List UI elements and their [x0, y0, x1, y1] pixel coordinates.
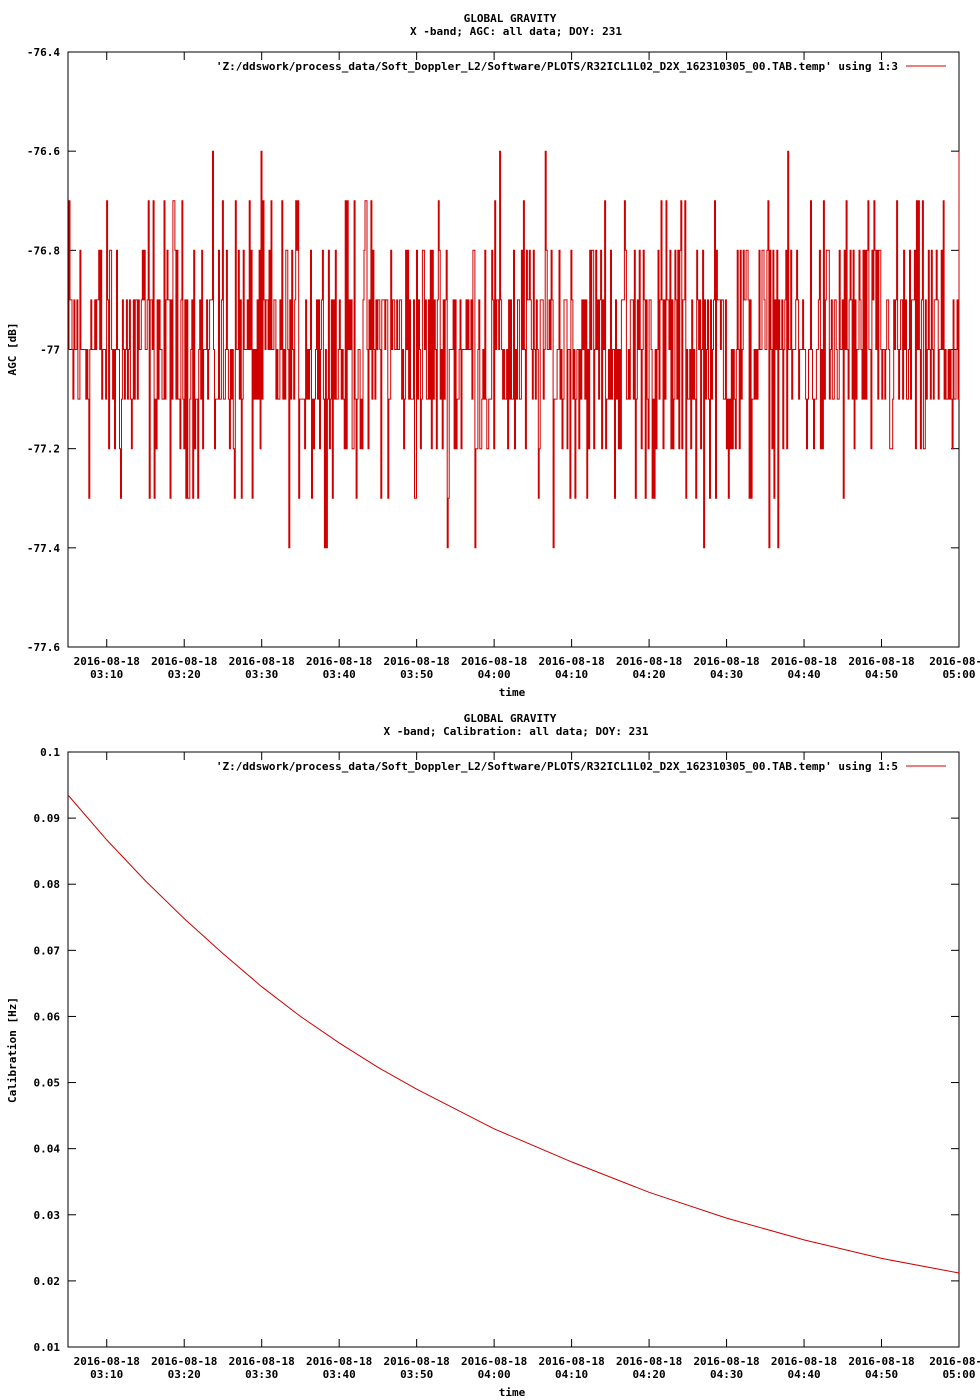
- calibration-x-tick-time: 03:30: [245, 1368, 278, 1381]
- calibration-y-tick-label: 0.09: [34, 812, 61, 825]
- agc-x-tick-time: 03:30: [245, 668, 278, 681]
- calibration-x-tick-date: 2016-08-18: [616, 1355, 682, 1368]
- calibration-y-tick-label: 0.01: [34, 1341, 61, 1354]
- agc-x-tick-date: 2016-08-18: [848, 655, 914, 668]
- agc-y-tick-label: -76.8: [27, 244, 60, 257]
- agc-x-tick-time: 04:10: [555, 668, 588, 681]
- agc-x-tick-time: 04:30: [710, 668, 743, 681]
- agc-x-axis-label: time: [499, 686, 526, 699]
- agc-x-tick-time: 04:40: [787, 668, 820, 681]
- agc-x-tick-date: 2016-08-18: [693, 655, 759, 668]
- agc-chart-title: GLOBAL GRAVITY: [464, 12, 557, 25]
- calibration-x-tick-time: 04:20: [633, 1368, 666, 1381]
- calibration-chart: GLOBAL GRAVITY X -band; Calibration: all…: [6, 712, 980, 1399]
- calibration-y-axis-label: Calibration [Hz]: [6, 997, 19, 1103]
- calibration-x-tick-time: 03:50: [400, 1368, 433, 1381]
- agc-y-tick-label: -76.6: [27, 145, 60, 158]
- calibration-x-tick-time: 04:10: [555, 1368, 588, 1381]
- calibration-x-tick-date: 2016-08-18: [538, 1355, 604, 1368]
- agc-x-tick-date: 2016-08-18: [74, 655, 140, 668]
- calibration-x-tick-time: 03:40: [323, 1368, 356, 1381]
- calibration-x-tick-date: 2016-08-18: [229, 1355, 295, 1368]
- agc-x-tick-time: 05:00: [942, 668, 975, 681]
- agc-x-tick-time: 04:00: [478, 668, 511, 681]
- agc-x-tick-date: 2016-08-18: [771, 655, 837, 668]
- calibration-legend-label: 'Z:/ddswork/process_data/Soft_Doppler_L2…: [216, 760, 898, 773]
- agc-x-tick-date: 2016-08-18: [538, 655, 604, 668]
- calibration-x-tick-date: 2016-08-18: [74, 1355, 140, 1368]
- agc-x-tick-time: 03:50: [400, 668, 433, 681]
- calibration-y-tick-label: 0.06: [34, 1010, 61, 1023]
- calibration-x-tick-date: 2016-08-18: [693, 1355, 759, 1368]
- calibration-y-tick-label: 0.04: [34, 1143, 61, 1156]
- calibration-y-tick-label: 0.02: [34, 1275, 61, 1288]
- agc-y-tick-label: -77.2: [27, 443, 60, 456]
- calibration-x-tick-time: 03:10: [90, 1368, 123, 1381]
- agc-x-tick-time: 03:20: [168, 668, 201, 681]
- calibration-y-tick-label: 0.1: [40, 746, 60, 759]
- calibration-x-tick-time: 05:00: [942, 1368, 975, 1381]
- agc-chart: GLOBAL GRAVITY X -band; AGC: all data; D…: [6, 12, 980, 699]
- agc-x-tick-time: 04:50: [865, 668, 898, 681]
- calibration-x-tick-time: 04:30: [710, 1368, 743, 1381]
- agc-x-tick-date: 2016-08-18: [616, 655, 682, 668]
- calibration-y-tick-label: 0.05: [34, 1077, 61, 1090]
- agc-series-line: [68, 150, 960, 549]
- agc-x-tick-time: 03:40: [323, 668, 356, 681]
- agc-y-tick-label: -77.4: [27, 542, 60, 555]
- calibration-x-tick-date: 2016-08-18: [848, 1355, 914, 1368]
- calibration-x-tick-date: 2016-08-1: [929, 1355, 980, 1368]
- agc-y-axis-label: AGC [dB]: [6, 323, 19, 376]
- agc-x-tick-time: 04:20: [633, 668, 666, 681]
- calibration-x-tick-date: 2016-08-18: [771, 1355, 837, 1368]
- agc-chart-subtitle: X -band; AGC: all data; DOY: 231: [410, 25, 622, 38]
- calibration-x-tick-time: 04:40: [787, 1368, 820, 1381]
- agc-x-tick-date: 2016-08-18: [229, 655, 295, 668]
- agc-x-tick-date: 2016-08-1: [929, 655, 980, 668]
- calibration-x-tick-time: 04:00: [478, 1368, 511, 1381]
- calibration-chart-subtitle: X -band; Calibration: all data; DOY: 231: [384, 725, 649, 738]
- calibration-plot-frame: [67, 751, 960, 1348]
- agc-x-tick-date: 2016-08-18: [384, 655, 450, 668]
- agc-y-tick-label: -77: [40, 344, 60, 357]
- calibration-x-tick-date: 2016-08-18: [461, 1355, 527, 1368]
- calibration-series-line: [67, 794, 960, 1274]
- agc-x-tick-date: 2016-08-18: [461, 655, 527, 668]
- calibration-y-ticks: 0.1 0.09 0.08 0.07 0.06 0.05 0.04 0.03 0.02 0.01: [34, 746, 959, 1354]
- calibration-y-tick-label: 0.07: [34, 944, 61, 957]
- calibration-x-ticks: 2016-08-1803:102016-08-1803:202016-08-18…: [74, 752, 980, 1381]
- agc-y-ticks: -76.4 -76.6 -76.8 -77 -77.2 -77.4 -77.6: [27, 46, 959, 654]
- calibration-x-axis-label: time: [499, 1386, 526, 1399]
- agc-x-tick-time: 03:10: [90, 668, 123, 681]
- calibration-x-tick-time: 03:20: [168, 1368, 201, 1381]
- calibration-x-tick-date: 2016-08-18: [306, 1355, 372, 1368]
- agc-legend-label: 'Z:/ddswork/process_data/Soft_Doppler_L2…: [216, 60, 898, 73]
- agc-y-tick-label: -77.6: [27, 641, 60, 654]
- calibration-x-tick-time: 04:50: [865, 1368, 898, 1381]
- agc-x-tick-date: 2016-08-18: [306, 655, 372, 668]
- calibration-x-tick-date: 2016-08-18: [384, 1355, 450, 1368]
- calibration-x-tick-date: 2016-08-18: [151, 1355, 217, 1368]
- agc-x-tick-date: 2016-08-18: [151, 655, 217, 668]
- calibration-y-tick-label: 0.08: [34, 878, 61, 891]
- agc-x-ticks: 2016-08-1803:102016-08-1803:202016-08-18…: [74, 52, 980, 681]
- calibration-y-tick-label: 0.03: [34, 1209, 61, 1222]
- calibration-chart-title: GLOBAL GRAVITY: [464, 712, 557, 725]
- agc-y-tick-label: -76.4: [27, 46, 60, 59]
